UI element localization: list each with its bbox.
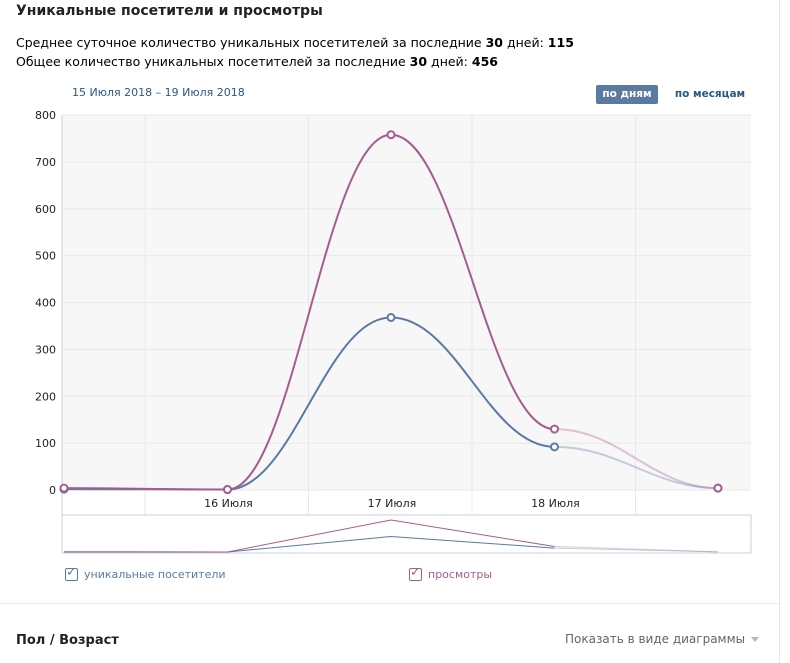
checkmark-icon: ✓ <box>66 564 77 580</box>
views-data-point <box>713 483 723 493</box>
legend-visitors-label: уникальные посетители <box>84 567 226 581</box>
total-visitors-stat: Общее количество уникальных посетителей … <box>16 54 498 69</box>
show-as-diagram-toggle[interactable]: Показать в виде диаграммы <box>565 632 760 646</box>
navigator-box <box>61 514 752 554</box>
show-as-diagram-label: Показать в виде диаграммы <box>565 632 746 646</box>
visitors-data-point <box>550 442 559 452</box>
y-tick-label: 300 <box>35 343 56 356</box>
views-data-point <box>59 483 69 493</box>
legend-views-label: просмотры <box>428 567 493 581</box>
views-checkbox[interactable]: ✓ <box>409 564 422 581</box>
date-range: 15 Июля 2018 – 19 Июля 2018 <box>72 86 245 99</box>
views-navigator-line-faded <box>554 546 719 553</box>
y-tick-label: 500 <box>35 250 56 263</box>
x-tick-label: 16 Июля <box>204 497 253 510</box>
views-data-point <box>223 485 232 495</box>
legend-visitors[interactable]: ✓ уникальные посетители <box>65 564 226 582</box>
x-tick-label: 18 Июля <box>531 497 580 510</box>
views-series-line <box>63 133 555 491</box>
y-tick-label: 100 <box>35 437 56 450</box>
by-months-button[interactable]: по месяцам <box>669 85 751 104</box>
avg-visitors-value: 115 <box>547 35 574 50</box>
views-navigator-line <box>63 519 555 553</box>
views-data-point <box>386 130 396 140</box>
section-divider <box>0 603 779 604</box>
total-visitors-value: 456 <box>471 54 498 69</box>
y-tick-label: 600 <box>35 203 56 216</box>
visitors-checkbox[interactable]: ✓ <box>65 564 78 581</box>
y-tick-label: 800 <box>35 109 56 122</box>
by-days-button[interactable]: по дням <box>596 85 658 104</box>
x-tick-label: 17 Июля <box>368 497 417 510</box>
chevron-down-icon <box>751 636 760 642</box>
visitors-data-point <box>386 313 396 322</box>
y-tick-label: 700 <box>35 156 56 169</box>
section-title: Уникальные посетители и просмотры <box>16 3 323 19</box>
avg-visitors-stat: Среднее суточное количество уникальных п… <box>16 35 574 50</box>
views-data-point <box>550 424 559 434</box>
views-series-line-faded <box>554 428 719 490</box>
visitors-navigator-line-faded <box>554 547 719 553</box>
visitors-series-line-faded <box>554 445 719 490</box>
y-tick-label: 200 <box>35 390 56 403</box>
checkmark-icon: ✓ <box>410 564 421 580</box>
legend-views[interactable]: ✓ просмотры <box>409 564 493 582</box>
page-right-border <box>779 0 780 663</box>
gender-age-title: Пол / Возраст <box>16 633 119 648</box>
y-tick-label: 0 <box>49 484 56 497</box>
y-tick-label: 400 <box>35 297 56 310</box>
visitors-views-chart: 0 100 200 300 400 500 600 700 800 16 Июля 17 Июля 1… <box>35 109 752 554</box>
